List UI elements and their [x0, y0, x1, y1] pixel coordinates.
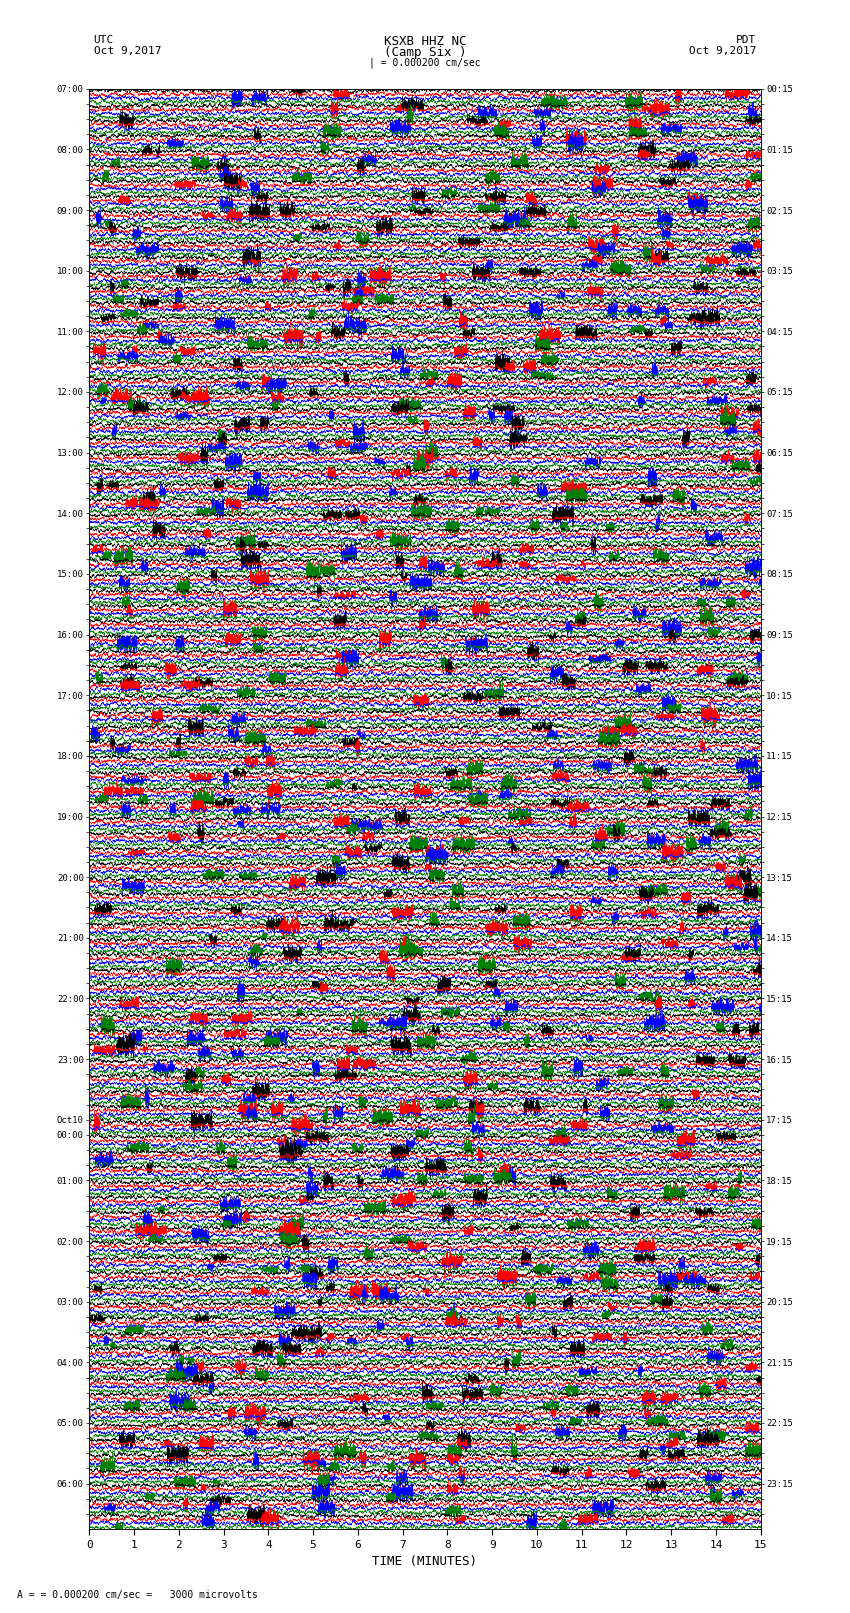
X-axis label: TIME (MINUTES): TIME (MINUTES) [372, 1555, 478, 1568]
Text: KSXB HHZ NC: KSXB HHZ NC [383, 35, 467, 48]
Text: | = 0.000200 cm/sec: | = 0.000200 cm/sec [369, 58, 481, 68]
Text: (Camp Six ): (Camp Six ) [383, 45, 467, 60]
Text: A = = 0.000200 cm/sec =   3000 microvolts: A = = 0.000200 cm/sec = 3000 microvolts [17, 1590, 258, 1600]
Text: UTC: UTC [94, 35, 114, 45]
Text: Oct 9,2017: Oct 9,2017 [94, 45, 161, 56]
Text: PDT: PDT [736, 35, 756, 45]
Text: Oct 9,2017: Oct 9,2017 [689, 45, 756, 56]
